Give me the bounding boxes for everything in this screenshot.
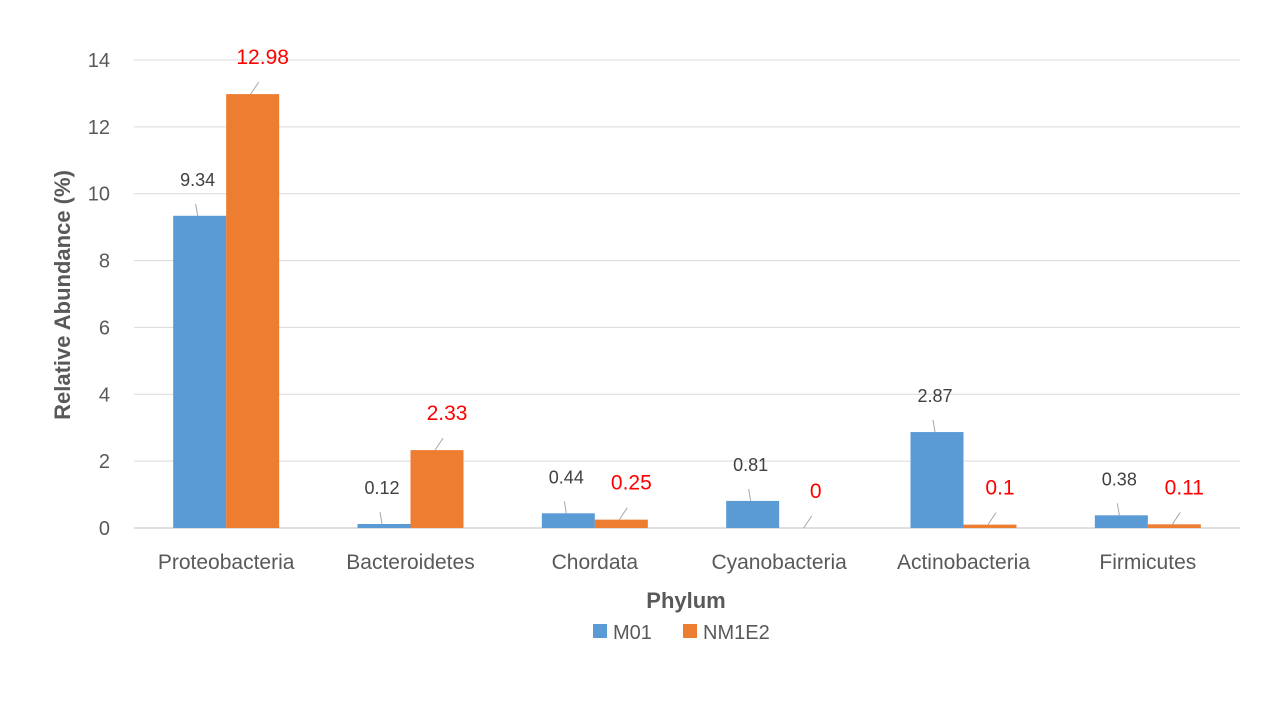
label-leader	[748, 488, 752, 502]
bar-nm1e2	[226, 94, 280, 529]
data-label: 0.44	[549, 467, 584, 487]
label-leader	[563, 501, 567, 514]
label-leader	[987, 512, 997, 525]
bar-nm1e2	[1147, 524, 1201, 528]
x-tick-label: Cyanobacteria	[711, 551, 847, 574]
label-leader	[1116, 503, 1120, 516]
bar-m01	[910, 432, 964, 528]
label-leaders	[195, 81, 1181, 529]
data-label: 0	[810, 480, 822, 503]
legend: M01 NM1E2	[593, 622, 770, 644]
legend-swatch-m01	[593, 624, 607, 638]
bar-m01	[541, 513, 595, 528]
x-tick-label: Bacteroidetes	[346, 551, 474, 574]
label-leader	[803, 515, 813, 529]
x-tick-label: Actinobacteria	[897, 551, 1030, 574]
y-axis-title: Relative Abundance (%)	[50, 170, 75, 420]
label-leader	[250, 81, 260, 95]
data-label: 0.11	[1165, 476, 1204, 499]
bar-m01	[1094, 515, 1148, 528]
x-tick-label: Proteobacteria	[158, 551, 295, 574]
y-tick-label: 12	[88, 117, 110, 139]
bars	[173, 94, 1201, 529]
bar-m01	[357, 523, 411, 528]
data-label: 0.38	[1102, 469, 1137, 489]
y-tick-label: 2	[99, 451, 110, 473]
y-tick-label: 8	[99, 251, 110, 273]
bar-nm1e2	[594, 519, 648, 528]
legend-swatch-nm1e2	[683, 624, 697, 638]
data-label: 2.87	[917, 386, 952, 406]
data-labels: 9.34 12.98 0.12 2.33 0.44 0.25 0.81 0 2.87 0.1 0.3…	[180, 46, 1204, 503]
data-label: 9.34	[180, 170, 215, 190]
data-label: 0.1	[985, 477, 1014, 500]
data-label: 2.33	[427, 402, 468, 425]
y-tick-label: 4	[99, 384, 110, 406]
legend-label: NM1E2	[703, 622, 770, 644]
data-label: 0.12	[364, 478, 399, 498]
y-tick-label: 6	[99, 317, 110, 339]
y-tick-label: 14	[88, 50, 110, 72]
x-tick-label: Firmicutes	[1099, 551, 1196, 574]
bar-nm1e2	[963, 524, 1017, 528]
label-leader	[434, 437, 444, 451]
bar-m01	[173, 215, 227, 528]
legend-label: M01	[613, 622, 652, 644]
y-tick-label: 10	[88, 184, 110, 206]
x-axis-categories: Proteobacteria Bacteroidetes Chordata Cyano…	[158, 551, 1196, 574]
y-axis-ticks: 0 2 4 6 8 10 12 14	[88, 50, 110, 540]
label-leader	[379, 511, 383, 525]
label-leader	[932, 419, 936, 433]
x-tick-label: Chordata	[552, 551, 639, 574]
bar-m01	[726, 500, 780, 528]
data-label: 0.81	[733, 455, 768, 475]
label-leader	[1171, 512, 1181, 525]
label-leader	[618, 507, 628, 520]
label-leader	[195, 203, 199, 216]
y-tick-label: 0	[99, 518, 110, 540]
x-axis-title: Phylum	[646, 588, 725, 613]
bar-nm1e2	[410, 450, 464, 528]
data-label: 12.98	[236, 46, 289, 69]
data-label: 0.25	[611, 472, 652, 495]
gridlines	[134, 59, 1240, 529]
